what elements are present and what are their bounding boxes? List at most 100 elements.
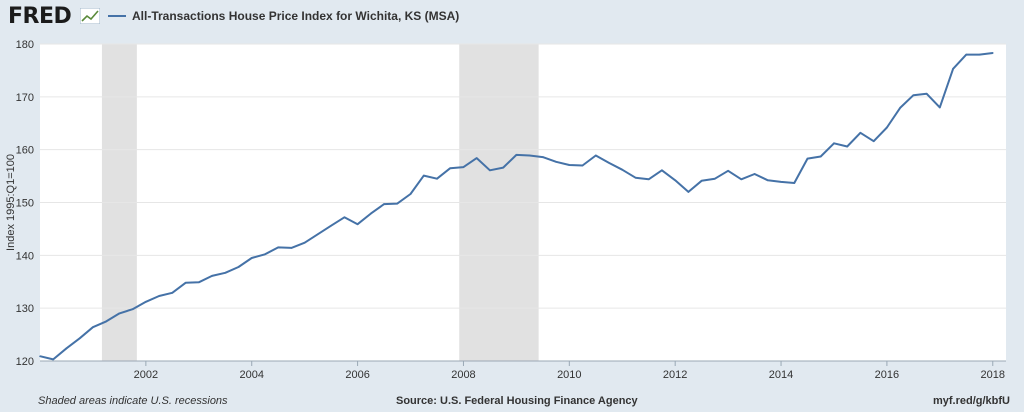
data-point bbox=[965, 53, 968, 56]
data-point bbox=[833, 142, 835, 145]
data-point bbox=[899, 107, 901, 109]
y-tick-label: 140 bbox=[16, 250, 34, 262]
data-point bbox=[158, 295, 160, 297]
data-point bbox=[753, 173, 756, 175]
y-tick-label: 120 bbox=[16, 356, 34, 368]
data-point bbox=[237, 266, 240, 268]
data-point bbox=[290, 247, 293, 249]
data-point bbox=[92, 326, 94, 328]
data-point bbox=[555, 161, 557, 163]
data-point bbox=[700, 180, 703, 182]
y-axis: 120 130 140 150 160 170 180 bbox=[16, 39, 34, 368]
source-text: Source: U.S. Federal Housing Finance Age… bbox=[396, 395, 638, 407]
data-point bbox=[145, 301, 147, 303]
y-tick-label: 160 bbox=[16, 145, 34, 157]
data-point bbox=[224, 271, 227, 274]
x-axis: 2002 2004 2006 2008 2010 2012 2014 2016 2018 bbox=[40, 360, 1006, 381]
data-point bbox=[991, 52, 994, 54]
data-point bbox=[330, 224, 332, 227]
y-tick-label: 150 bbox=[16, 198, 34, 210]
legend-line-swatch bbox=[108, 15, 126, 17]
x-tick-label: 2014 bbox=[769, 369, 793, 381]
data-point bbox=[409, 193, 412, 195]
data-point bbox=[727, 170, 729, 172]
data-point bbox=[542, 156, 544, 158]
data-point bbox=[515, 154, 518, 156]
short-url-link[interactable]: myf.red/g/kbfU bbox=[932, 395, 1010, 407]
chart-footer: Shaded areas indicate U.S. recessions So… bbox=[0, 392, 1024, 412]
x-tick-label: 2018 bbox=[981, 369, 1005, 381]
x-tick-label: 2012 bbox=[663, 369, 687, 381]
data-point bbox=[634, 176, 637, 179]
data-point bbox=[264, 253, 266, 256]
data-point bbox=[475, 157, 478, 159]
data-point bbox=[568, 164, 571, 166]
data-point bbox=[793, 182, 796, 184]
data-point bbox=[647, 178, 650, 181]
data-point bbox=[502, 166, 504, 169]
data-point bbox=[184, 282, 187, 284]
gridlines bbox=[40, 43, 1006, 309]
chart-header: FRED All-Transactions House Price Index … bbox=[0, 0, 1024, 36]
x-tick-label: 2002 bbox=[134, 369, 158, 381]
data-point bbox=[978, 53, 981, 56]
data-point bbox=[65, 347, 68, 350]
y-axis-label: Index 1995:Q1=100 bbox=[5, 154, 17, 251]
data-point bbox=[489, 169, 491, 172]
data-point bbox=[819, 155, 822, 158]
data-point bbox=[211, 275, 213, 277]
legend-label: All-Transactions House Price Index for W… bbox=[132, 9, 460, 23]
data-point bbox=[197, 281, 200, 284]
fred-chart-icon bbox=[80, 8, 100, 24]
x-tick-label: 2010 bbox=[557, 369, 581, 381]
data-point bbox=[594, 154, 597, 157]
data-point bbox=[383, 203, 385, 205]
data-point bbox=[78, 337, 81, 340]
data-point bbox=[356, 223, 359, 225]
data-point bbox=[714, 177, 716, 180]
data-point bbox=[118, 312, 121, 315]
data-point bbox=[661, 169, 663, 172]
y-tick-label: 170 bbox=[16, 92, 34, 104]
y-tick-label: 130 bbox=[16, 303, 34, 315]
x-tick-label: 2008 bbox=[451, 369, 475, 381]
data-point bbox=[449, 167, 452, 169]
data-point bbox=[436, 177, 438, 180]
data-point bbox=[767, 179, 769, 182]
data-point bbox=[39, 355, 41, 358]
data-point bbox=[687, 191, 690, 193]
data-point bbox=[621, 168, 624, 171]
data-point bbox=[250, 257, 253, 259]
data-point bbox=[370, 212, 372, 215]
line-chart[interactable]: 2002 2004 2006 2008 2010 2012 2014 2016 2018 120… bbox=[0, 0, 1024, 392]
data-point bbox=[131, 308, 134, 311]
data-point bbox=[939, 106, 941, 109]
x-tick-label: 2004 bbox=[239, 369, 263, 381]
fred-logo: FRED bbox=[8, 4, 72, 29]
chart-legend[interactable]: All-Transactions House Price Index for W… bbox=[108, 9, 459, 23]
data-point bbox=[343, 216, 346, 219]
data-point bbox=[317, 233, 319, 235]
data-point bbox=[859, 131, 862, 134]
data-point bbox=[396, 202, 399, 205]
data-point bbox=[912, 94, 915, 97]
data-point bbox=[872, 140, 875, 143]
data-point bbox=[105, 320, 107, 323]
data-point bbox=[846, 145, 849, 148]
recession-note: Shaded areas indicate U.S. recessions bbox=[38, 395, 228, 407]
data-point bbox=[581, 164, 584, 167]
data-point bbox=[740, 178, 743, 181]
series-layer bbox=[39, 52, 994, 361]
x-tick-label: 2006 bbox=[345, 369, 369, 381]
data-point bbox=[925, 92, 928, 95]
data-point bbox=[528, 154, 531, 157]
data-point bbox=[608, 162, 610, 164]
data-point bbox=[303, 241, 306, 244]
y-tick-label: 180 bbox=[16, 39, 34, 51]
data-point bbox=[674, 179, 676, 182]
data-point bbox=[952, 68, 954, 70]
data-point bbox=[52, 358, 55, 361]
data-point bbox=[806, 157, 809, 160]
data-point bbox=[422, 174, 425, 177]
data-point bbox=[277, 246, 279, 249]
